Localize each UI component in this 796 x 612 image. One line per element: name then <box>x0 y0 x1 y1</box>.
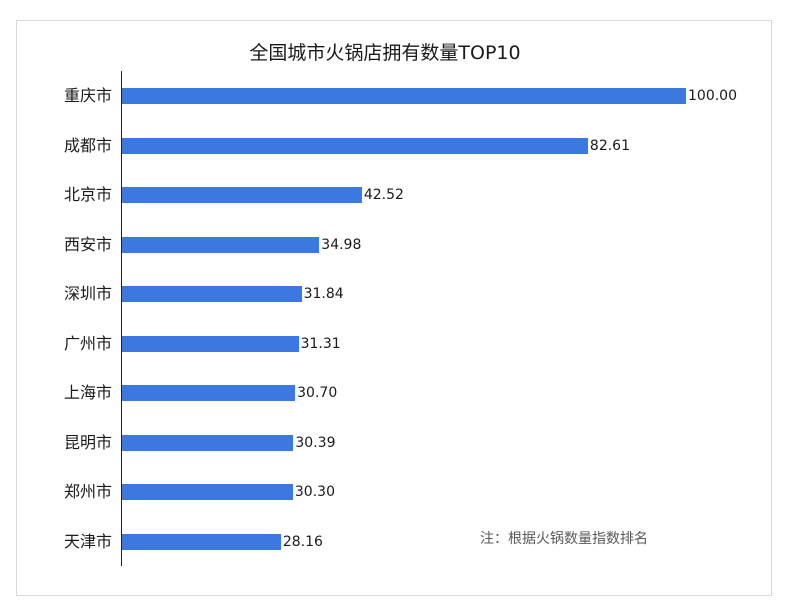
data-label: 82.61 <box>589 137 630 154</box>
category-label: 北京市 <box>63 185 112 204</box>
bar <box>122 286 302 302</box>
bar <box>122 335 299 352</box>
category-label: 天津市 <box>63 531 112 551</box>
data-label: 30.30 <box>294 484 335 500</box>
bar <box>122 137 588 154</box>
data-label: 34.98 <box>321 236 362 253</box>
category-label: 深圳市 <box>63 284 112 303</box>
category-label: 郑州市 <box>63 482 112 501</box>
data-label: 30.39 <box>295 434 336 451</box>
data-label: 30.70 <box>297 385 338 401</box>
y-axis-line <box>121 71 122 566</box>
chart-note: 注：根据火锅数量指数排名 <box>480 531 648 547</box>
bar <box>122 533 281 550</box>
data-label: 28.16 <box>282 533 323 550</box>
bar <box>122 236 320 253</box>
bar <box>122 385 296 401</box>
category-label: 上海市 <box>63 383 112 402</box>
data-label: 31.84 <box>303 286 344 302</box>
chart-title: 全国城市火锅店拥有数量TOP10 <box>249 42 521 64</box>
category-label: 重庆市 <box>63 86 112 105</box>
data-label: 31.31 <box>300 335 341 352</box>
bar <box>122 187 362 203</box>
category-label: 西安市 <box>63 234 112 254</box>
bar <box>122 484 293 500</box>
data-label: 100.00 <box>688 88 737 104</box>
bar <box>122 88 686 104</box>
bar <box>122 434 294 451</box>
chart-frame <box>16 20 772 596</box>
data-label: 42.52 <box>363 187 404 203</box>
category-label: 昆明市 <box>63 432 112 452</box>
category-label: 广州市 <box>63 333 112 353</box>
category-label: 成都市 <box>63 135 112 155</box>
